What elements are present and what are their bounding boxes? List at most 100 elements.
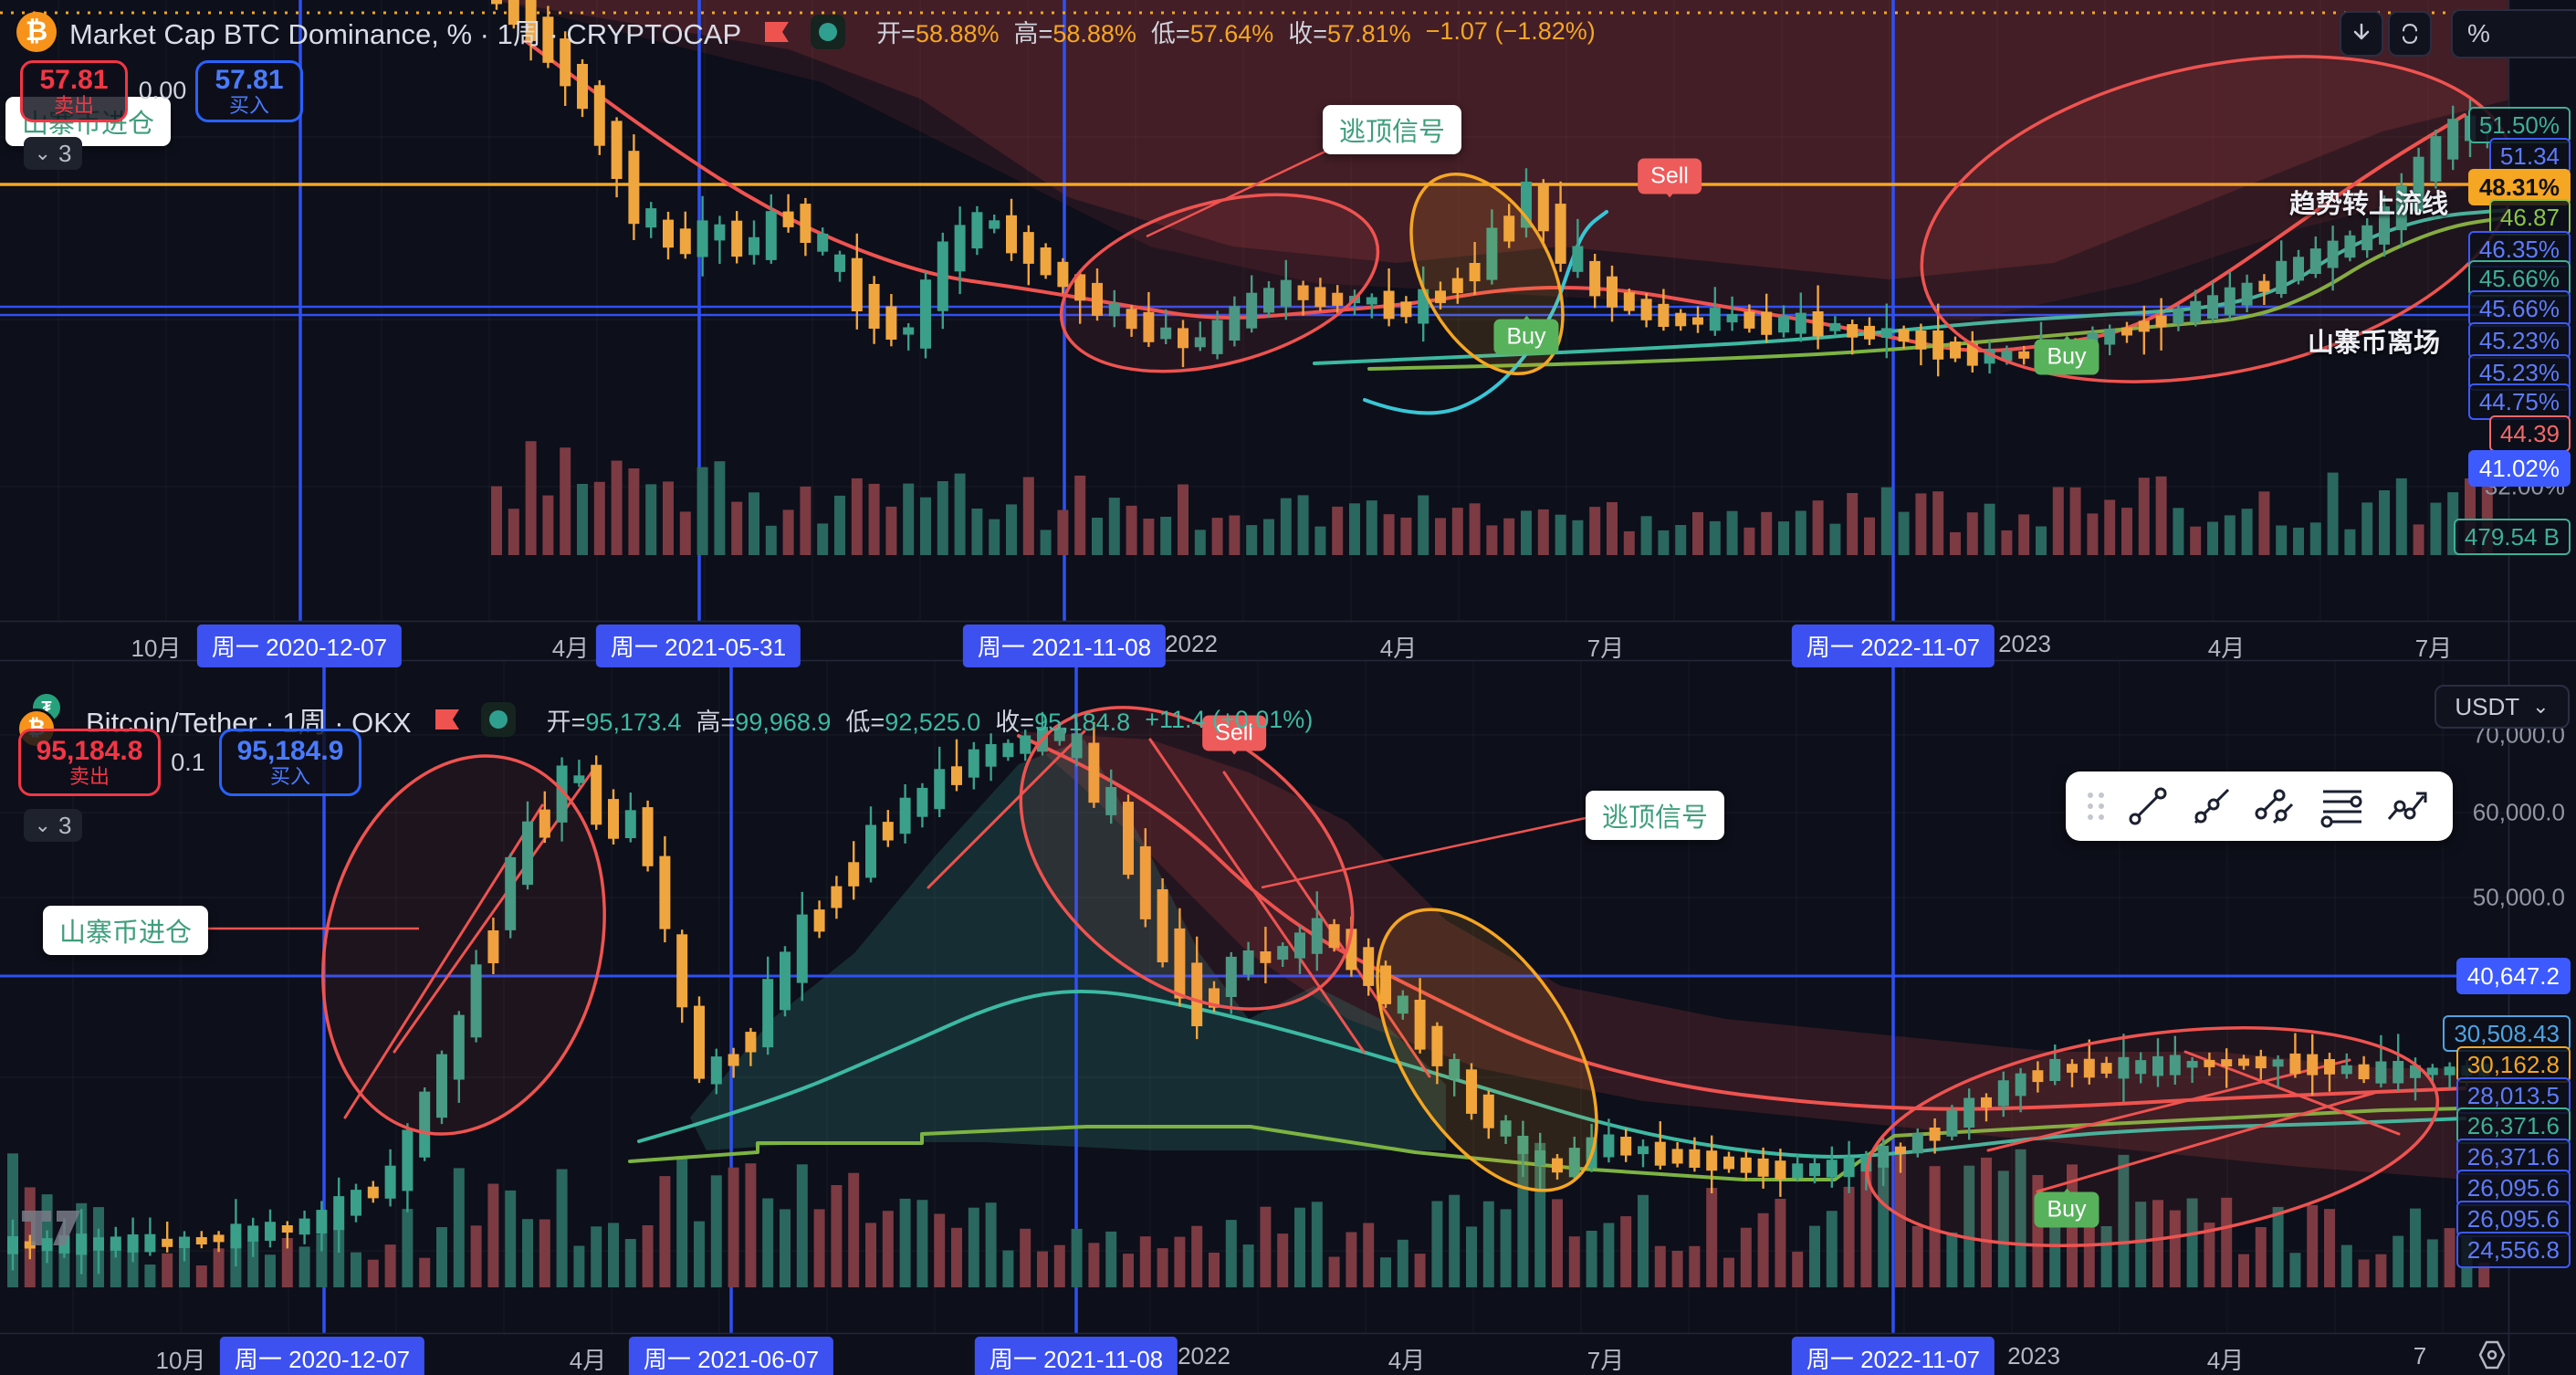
tradingview-logo[interactable] — [20, 1205, 97, 1258]
sell-price: 95,184.8 — [36, 735, 143, 766]
buy-quote-button-bottom[interactable]: 95,184.9 买入 — [219, 729, 361, 796]
scale-unit-button[interactable]: % — [2451, 9, 2576, 58]
close-label: 收= — [1288, 20, 1328, 47]
bottom-ohlc-readout: 开=95,173.4 高=99,968.9 低=92,525.0 收=95,18… — [547, 702, 1314, 738]
sell-label: 卖出 — [53, 94, 94, 118]
low-label: 低= — [1150, 20, 1190, 47]
price-level-label[interactable]: 26,371.6 — [2456, 1139, 2571, 1175]
price-level-label[interactable]: 45.66% — [2467, 290, 2571, 327]
price-level-label[interactable]: 41.02% — [2467, 450, 2571, 487]
price-level-label[interactable]: 26,095.6 — [2456, 1170, 2571, 1206]
time-axis-label: 7月 — [2414, 635, 2453, 662]
buy-price: 57.81 — [215, 64, 284, 95]
buy-marker-top-1[interactable]: Buy — [1493, 319, 1559, 355]
drag-handle-icon[interactable] — [2086, 791, 2106, 822]
price-level-label[interactable]: 51.34 — [2488, 138, 2571, 174]
horizontal-ray-tool-icon[interactable] — [2318, 784, 2365, 828]
top-symbol-title[interactable]: Market Cap BTC Dominance, % · 1周 · CRYPT… — [69, 18, 742, 50]
currency-label: USDT — [2455, 692, 2520, 720]
date-marker-badge: 周一 2022-11-07 — [1791, 1337, 1995, 1375]
price-level-label[interactable]: 44.75% — [2467, 383, 2571, 420]
market-status-icon[interactable] — [480, 702, 516, 737]
date-marker-badge: 周一 2020-12-07 — [196, 625, 403, 667]
date-marker-badge: 周一 2020-12-07 — [219, 1337, 425, 1375]
buy-quote-button-top[interactable]: 57.81 买入 — [195, 60, 303, 122]
timezone-button[interactable] — [2476, 1338, 2508, 1375]
parallel-lines-tool-icon[interactable] — [2254, 784, 2298, 828]
sell-label: 卖出 — [68, 765, 110, 789]
trend-upflow-note[interactable]: 趋势转上流线 — [2289, 190, 2449, 219]
top-symbol-header: ₿ Market Cap BTC Dominance, % · 1周 · CRY… — [16, 11, 1596, 52]
price-level-label[interactable]: 479.54 B — [2453, 519, 2571, 555]
time-axis-label: 4月 — [569, 1347, 607, 1374]
price-level-label[interactable]: 44.39 — [2488, 415, 2571, 452]
altcoin-exit-note[interactable]: 山寨币离场 — [2308, 329, 2441, 358]
high-value: 99,968.9 — [735, 708, 832, 736]
time-axis-label: 4月 — [2207, 635, 2246, 662]
time-axis-bottom[interactable]: 10月 周一 2020-12-07 4月 周一 2021-06-07 周一 2021-1… — [0, 1333, 2576, 1375]
price-level-label[interactable]: 40,647.2 — [2456, 958, 2571, 994]
sell-quote-button-bottom[interactable]: 95,184.8 卖出 — [18, 729, 161, 796]
close-value: 95,184.8 — [1034, 708, 1131, 736]
collapse-indicators-button-top[interactable]: ⌄ 3 — [24, 137, 82, 170]
high-label: 高= — [1013, 20, 1053, 47]
price-level-label[interactable]: 51.50% — [2467, 107, 2571, 143]
collapse-indicators-button-bottom[interactable]: ⌄ 3 — [24, 809, 82, 842]
buy-marker-top-2[interactable]: Buy — [2034, 339, 2100, 375]
flag-icon[interactable] — [435, 708, 461, 730]
sell-quote-button-top[interactable]: 57.81 卖出 — [20, 60, 128, 122]
time-axis-top[interactable]: 10月 周一 2020-12-07 4月 周一 2021-05-31 周一 2021-1… — [0, 621, 2576, 667]
collapse-count: 3 — [58, 811, 72, 839]
date-marker-badge: 周一 2021-11-08 — [974, 1337, 1178, 1375]
sell-marker-top[interactable]: Sell — [1638, 158, 1702, 194]
escape-signal-annotation-bottom[interactable]: 逃顶信号 — [1586, 791, 1725, 840]
time-axis-label: 7 — [2413, 1342, 2427, 1370]
timezone-clock-icon — [2478, 1340, 2506, 1370]
low-value: 57.64% — [1189, 20, 1274, 47]
altcoin-entry-annotation-bottom[interactable]: 山寨币进仓 — [43, 906, 209, 955]
time-axis-label: 4月 — [1387, 1347, 1426, 1374]
price-level-label[interactable]: 45.23% — [2467, 322, 2571, 359]
flag-icon[interactable] — [765, 21, 791, 43]
price-axis-tick: 60,000.0 — [2472, 798, 2565, 826]
fullscreen-icon — [2402, 24, 2418, 44]
buy-label: 买入 — [269, 765, 310, 789]
price-level-label[interactable]: 24,556.8 — [2456, 1232, 2571, 1268]
buy-label: 买入 — [228, 94, 269, 118]
high-value: 58.88% — [1052, 20, 1136, 47]
spread-value-top: 0.00 — [138, 77, 187, 104]
date-marker-badge: 周一 2021-05-31 — [595, 625, 801, 667]
download-button[interactable] — [2340, 11, 2383, 57]
market-status-icon[interactable] — [811, 14, 846, 49]
escape-signal-annotation-top[interactable]: 逃顶信号 — [1323, 105, 1462, 154]
fullscreen-button[interactable] — [2388, 11, 2432, 57]
open-label: 开= — [546, 708, 586, 736]
price-level-label[interactable]: 30,162.8 — [2456, 1046, 2571, 1083]
open-label: 开= — [876, 20, 916, 47]
time-axis-label: 7月 — [1586, 1347, 1625, 1374]
price-level-label[interactable]: 26,371.6 — [2456, 1107, 2571, 1144]
trend-line-tool-icon[interactable] — [2126, 784, 2170, 828]
ray-tool-icon[interactable] — [2190, 784, 2234, 828]
price-level-label[interactable]: 26,095.6 — [2456, 1201, 2571, 1237]
time-axis-label: 10月 — [131, 635, 182, 662]
open-value: 58.88% — [915, 20, 1000, 47]
btc-icon: ₿ — [16, 11, 57, 52]
price-level-label[interactable]: 30,508.43 — [2443, 1015, 2571, 1052]
time-axis-label: 2023 — [2007, 1342, 2060, 1370]
time-axis-label: 10月 — [155, 1347, 206, 1374]
date-marker-badge: 周一 2021-06-07 — [628, 1337, 834, 1375]
sell-marker-bottom[interactable]: Sell — [1202, 715, 1266, 751]
collapse-count: 3 — [58, 139, 72, 167]
price-level-label[interactable]: 46.87 — [2488, 199, 2571, 236]
currency-selector-button[interactable]: USDT ⌄ — [2435, 685, 2570, 729]
trend-arrow-tool-icon[interactable] — [2385, 784, 2433, 828]
buy-marker-bottom[interactable]: Buy — [2034, 1191, 2100, 1228]
time-axis-label: 7月 — [1586, 635, 1625, 662]
change-value: −1.07 (−1.82%) — [1425, 17, 1596, 45]
low-value: 92,525.0 — [885, 708, 981, 736]
time-axis-label: 4月 — [551, 635, 590, 662]
chevron-down-icon: ⌄ — [2532, 695, 2550, 718]
